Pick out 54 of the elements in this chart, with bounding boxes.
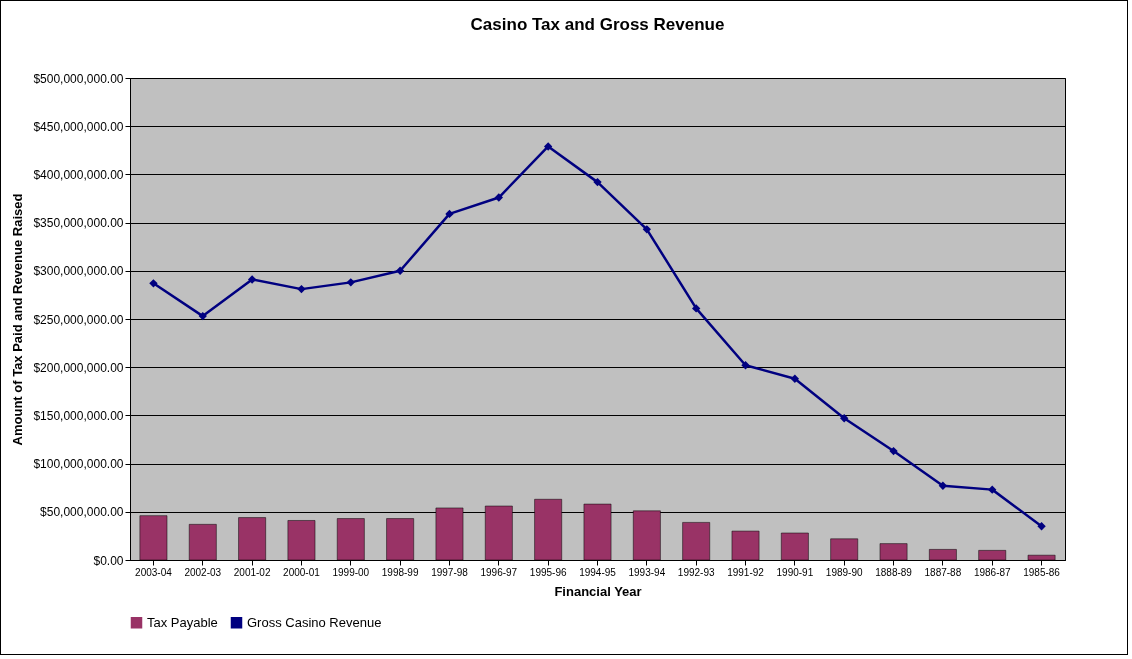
- x-axis-title: Financial Year: [554, 583, 642, 599]
- y-tick-label: $50,000,000.00: [40, 505, 124, 520]
- x-tick-label: 2000-01: [283, 566, 321, 578]
- x-tick-label: 1990-91: [776, 566, 814, 578]
- point: [247, 275, 257, 284]
- point: [149, 279, 158, 288]
- point: [692, 304, 701, 313]
- x-tick-label: 1998-99: [381, 566, 419, 578]
- x-tick-label: 1887-88: [924, 566, 962, 578]
- x-tick-label: 1992-93: [677, 566, 715, 578]
- x-tick-label: 2001-02: [233, 566, 271, 578]
- point: [790, 374, 800, 383]
- point: [889, 446, 898, 456]
- x-tick-label: 1997-98: [431, 566, 469, 578]
- point: [198, 311, 207, 321]
- legend-label: Tax Payable: [147, 614, 218, 630]
- x-tick-label: 1989-90: [825, 566, 863, 578]
- y-tick-label: $300,000,000.00: [33, 264, 124, 279]
- point: [1037, 522, 1046, 531]
- y-tick-label: $100,000,000.00: [33, 457, 124, 472]
- x-tick-label: 1985-86: [1023, 566, 1061, 578]
- y-tick-label: $250,000,000.00: [33, 312, 124, 327]
- point: [543, 142, 553, 151]
- x-tick-label: 2003-04: [135, 566, 173, 578]
- x-tick-label: 1999-00: [332, 566, 370, 578]
- y-axis-title: Amount of Tax Paid and Revenue Raised: [10, 193, 26, 446]
- point: [297, 284, 306, 294]
- chart-title: Casino Tax and Gross Revenue: [470, 15, 725, 34]
- y-tick-label: $400,000,000.00: [33, 167, 124, 182]
- x-tick-label: 1993-94: [628, 566, 666, 578]
- legend-label: Gross Casino Revenue: [247, 614, 382, 630]
- y-tick-label: $350,000,000.00: [33, 216, 124, 231]
- point: [642, 225, 652, 234]
- x-tick-label: 1995-96: [529, 566, 567, 578]
- x-tick-label: 1994-95: [579, 566, 617, 578]
- y-tick-label: $500,000,000.00: [33, 71, 124, 86]
- x-tick-label: 1986-87: [973, 566, 1012, 578]
- y-tick-label: $200,000,000.00: [33, 360, 124, 375]
- point: [346, 278, 355, 287]
- point: [840, 414, 849, 423]
- point: [988, 485, 997, 494]
- point: [741, 361, 750, 370]
- y-tick-label: $0.00: [93, 553, 124, 568]
- x-tick-label: 1888-89: [875, 566, 913, 578]
- x-tick-label: 2002-03: [184, 566, 222, 578]
- point: [494, 193, 503, 202]
- point: [395, 266, 405, 275]
- y-tick-label: $450,000,000.00: [33, 119, 124, 134]
- point: [445, 209, 454, 219]
- x-tick-label: 1991-92: [727, 566, 765, 578]
- y-tick-label: $150,000,000.00: [33, 408, 124, 423]
- x-tick-label: 1996-97: [480, 566, 518, 578]
- point: [938, 481, 948, 490]
- point: [593, 177, 602, 187]
